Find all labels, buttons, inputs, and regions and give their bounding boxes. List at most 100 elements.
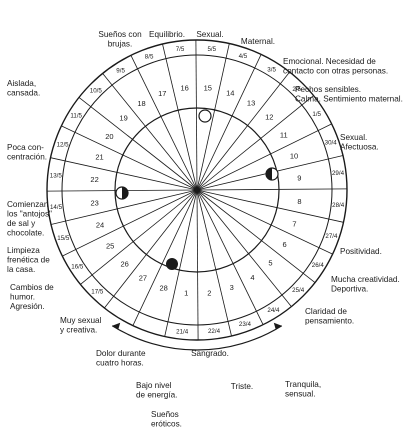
date-label: 10/5 (90, 88, 103, 95)
sector-spoke (196, 189, 344, 223)
full-moon-icon (198, 109, 212, 123)
date-label: 15/5 (57, 235, 70, 242)
sector-spoke (132, 189, 198, 326)
sector-spoke (196, 189, 333, 255)
sector-spoke (162, 43, 198, 191)
label-claridad: Claridad de (305, 307, 347, 316)
label-comienzan: los "antojos" (7, 210, 52, 219)
sector-spoke (196, 95, 314, 191)
outer-ring (46, 39, 348, 341)
day-number: 23 (91, 198, 99, 207)
date-label: 14/5 (50, 204, 63, 211)
label-poca-concentracion: centración. (7, 153, 47, 162)
day-number: 4 (250, 273, 254, 282)
date-label: 9/5 (116, 68, 125, 75)
day-number: 22 (90, 175, 98, 184)
label-positividad: Positividad. (340, 247, 382, 256)
sector-spoke (61, 125, 198, 191)
arrowhead-right (273, 322, 282, 330)
label-suenos-eroticos: eróticos. (151, 420, 182, 429)
label-limpieza: Limpieza (7, 246, 40, 255)
day-number: 12 (265, 113, 273, 122)
day-number: 17 (158, 89, 166, 98)
sector-spoke (130, 55, 198, 191)
day-number: 11 (280, 131, 288, 140)
date-label: 29/4 (332, 170, 345, 177)
label-suenos-brujas: Sueños con (98, 30, 142, 39)
label-comienzan: de sal y (7, 219, 36, 228)
day-number: 19 (119, 114, 127, 123)
label-limpieza: frenética de (7, 256, 50, 265)
label-comienzan: chocolate. (7, 229, 44, 238)
label-equilibrio: Equilibrio. (149, 30, 185, 39)
label-muy-sexual: y creativa. (60, 326, 97, 335)
sector-spoke (196, 189, 232, 337)
label-pechos: Pechos sensibles. (295, 85, 361, 94)
quarter-moon-shade (266, 168, 272, 180)
middle-ring (61, 54, 333, 326)
inner-ring (114, 107, 280, 273)
date-label: 7/5 (176, 46, 185, 53)
date-label: 28/4 (332, 202, 345, 209)
date-labels: 21/4 22/4 23/4 24/4 25/4 26/4 27/4 28/4 29/4 30/4… (50, 46, 345, 335)
date-label: 26/4 (312, 262, 325, 269)
label-suenos-brujas: brujas. (108, 40, 133, 49)
moon-phases (115, 109, 279, 270)
day-number: 10 (290, 151, 298, 160)
sector-spoke (164, 189, 198, 337)
label-bajo-nivel: Bajo nivel (136, 381, 172, 390)
date-label: 5/5 (207, 46, 216, 53)
label-sexual-afectuosa: Sexual. (340, 133, 367, 142)
label-comienzan: Comienzan (7, 200, 49, 209)
date-label: 27/4 (325, 233, 338, 240)
label-tranquila: sensual. (285, 390, 316, 399)
sector-spoke (196, 43, 230, 191)
label-maternal: Maternal. (241, 37, 275, 46)
label-emocional: Emocional. Necesidad de (283, 57, 376, 66)
label-bajo-nivel: de energía. (136, 391, 177, 400)
day-number: 27 (139, 274, 147, 283)
date-label: 8/5 (145, 54, 154, 61)
sector-spoke (104, 189, 198, 309)
label-suenos-eroticos: Sueños (151, 410, 179, 419)
sector-spoke (196, 188, 348, 191)
label-muy-sexual: Muy sexual (60, 316, 102, 325)
date-label: 25/4 (292, 287, 305, 294)
new-moon-icon (166, 258, 178, 270)
label-pechos: Calma. Sentimiento maternal. (295, 95, 403, 104)
sector-spoke (196, 54, 262, 191)
day-numbers: 1 234567891011121314151617181920212223242… (90, 84, 301, 298)
label-dolor: cuatro horas. (96, 359, 144, 368)
day-number: 6 (283, 240, 287, 249)
label-mucha-creatividad: Mucha creatividad. (331, 275, 400, 284)
label-claridad: pensamiento. (305, 317, 354, 326)
date-label: 16/5 (71, 264, 84, 271)
date-label: 12/5 (57, 141, 70, 148)
date-label: 2/5 (292, 86, 301, 93)
date-label: 1/5 (312, 111, 321, 118)
sector-spoke (80, 189, 198, 285)
sector-spoke (196, 123, 332, 191)
date-label: 17/5 (91, 288, 104, 295)
day-number: 20 (105, 132, 113, 141)
day-number: 1 (184, 288, 188, 297)
date-label: 23/4 (239, 321, 252, 328)
sector-spoke (196, 189, 199, 341)
sector-spoke (195, 39, 198, 191)
day-number: 5 (268, 258, 272, 267)
sector-spoke (62, 189, 198, 257)
sector-spoke (50, 189, 198, 225)
arrowhead-left (112, 322, 121, 330)
label-tranquila: Tranquila, (285, 380, 321, 389)
sector-spoke (196, 189, 264, 325)
label-sexual: Sexual. (196, 30, 223, 39)
day-number: 21 (95, 153, 103, 162)
day-number: 24 (96, 221, 104, 230)
day-number: 14 (226, 89, 234, 98)
date-label: 24/4 (267, 307, 280, 314)
day-number: 7 (292, 219, 296, 228)
sector-spoke (102, 73, 198, 191)
label-aislada: Aislada, (7, 79, 36, 88)
